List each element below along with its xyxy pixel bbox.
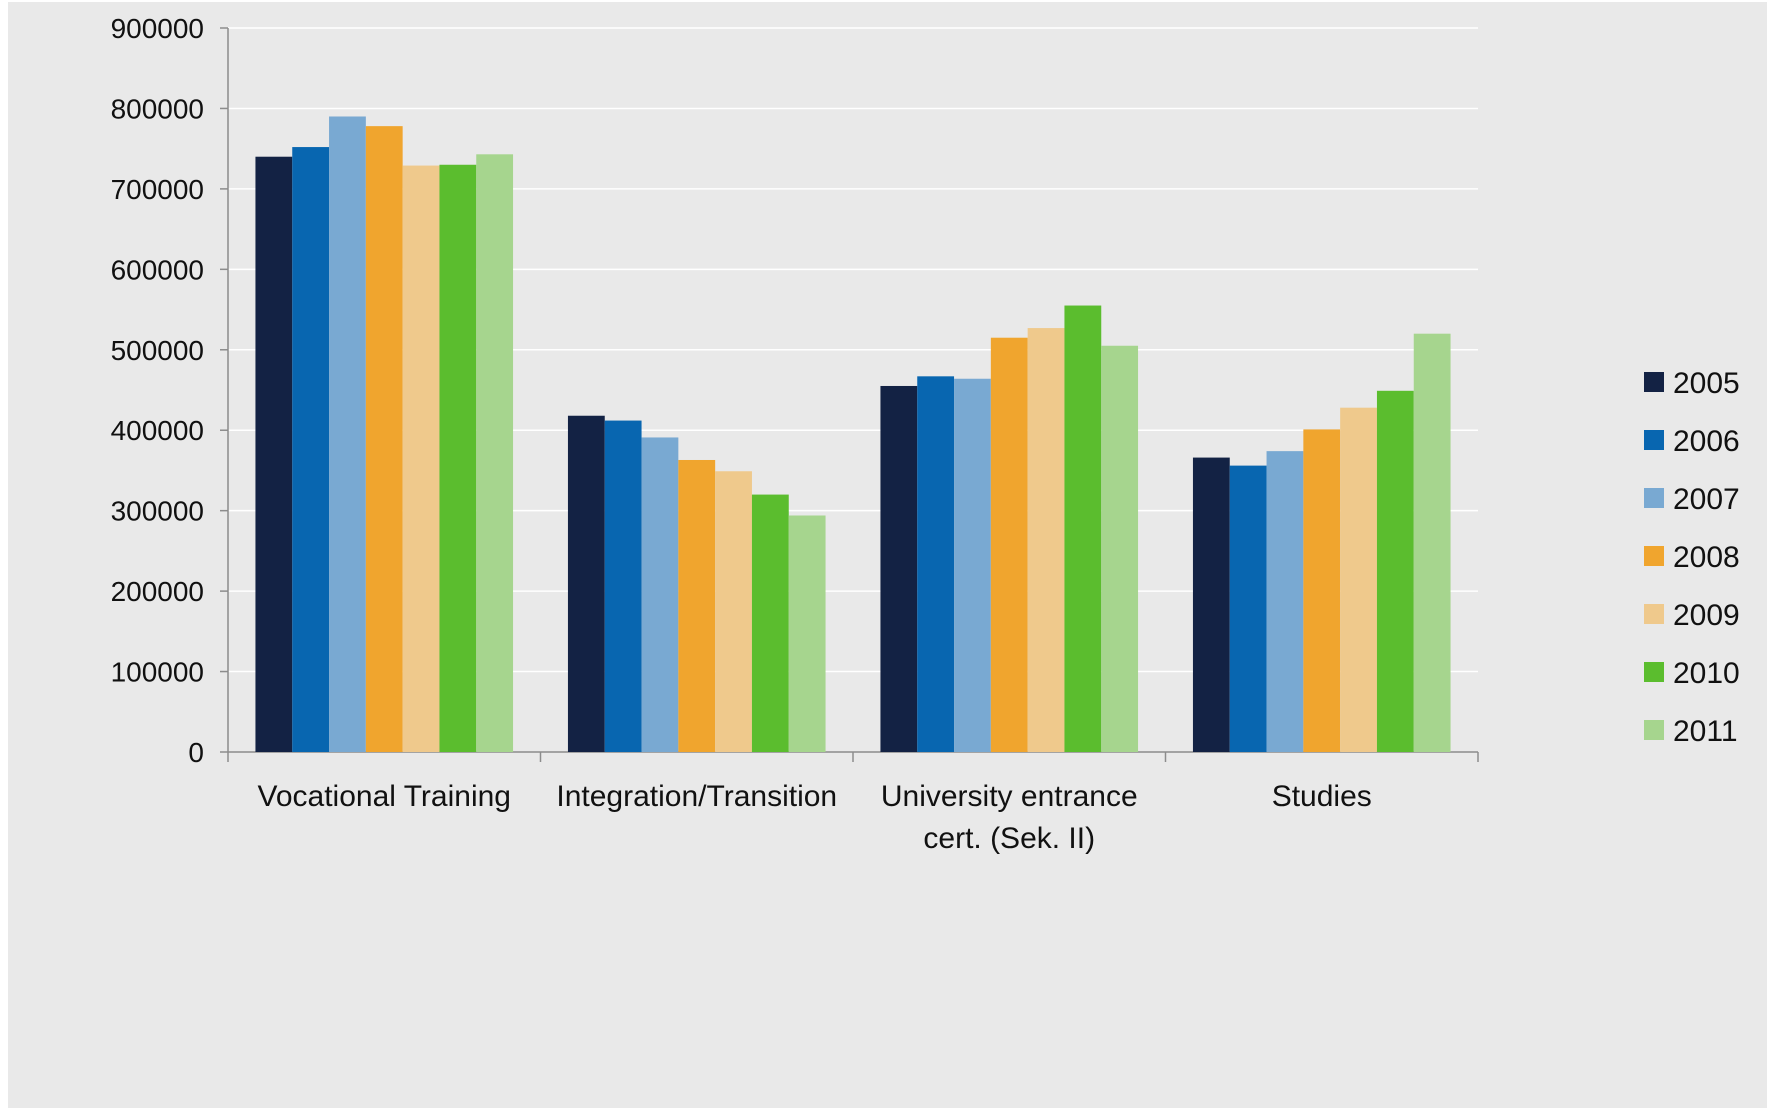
bar: [1413, 333, 1451, 752]
legend: 2005 2006 2007 2008 2009 2010 2011: [1644, 367, 1740, 748]
bar: [1376, 390, 1414, 752]
bar: [1101, 345, 1139, 752]
bar: [788, 515, 826, 752]
bar: [329, 116, 366, 752]
legend-swatch: [1644, 662, 1664, 682]
bar: [567, 415, 605, 752]
legend-label: 2009: [1673, 599, 1740, 632]
legend-label: 2005: [1673, 367, 1740, 400]
y-tick-label: 100000: [111, 657, 204, 688]
x-category-label: Vocational Training: [257, 780, 511, 813]
y-tick-label: 400000: [111, 415, 204, 446]
bar: [365, 126, 403, 753]
bar: [1303, 429, 1341, 752]
bar: [641, 437, 679, 752]
bar: [880, 385, 918, 752]
legend-label: 2006: [1673, 425, 1740, 458]
y-tick-label: 300000: [111, 496, 204, 527]
y-tick-label: 800000: [111, 93, 204, 124]
bar: [292, 147, 330, 752]
y-tick-label: 200000: [111, 576, 204, 607]
bar: [476, 154, 514, 752]
bar: [439, 164, 477, 752]
legend-swatch: [1644, 488, 1664, 508]
legend-swatch: [1644, 372, 1664, 392]
x-axis-category-labels: Vocational Training Integration/Transitio…: [257, 780, 1371, 855]
bar: [1064, 305, 1102, 752]
y-tick-label: 0: [188, 737, 204, 768]
bar: [604, 420, 642, 752]
x-category-label: Studies: [1272, 780, 1372, 813]
y-tick-label: 600000: [111, 254, 204, 285]
y-tick-label: 700000: [111, 174, 204, 205]
bar: [255, 156, 293, 752]
x-category-label: University entrance: [881, 780, 1138, 813]
legend-swatch: [1644, 430, 1664, 450]
bars: [255, 116, 1451, 753]
x-category-label: cert. (Sek. II): [923, 822, 1095, 855]
bar: [751, 494, 789, 752]
bar: [917, 376, 955, 752]
bar: [1229, 465, 1267, 752]
bar: [1027, 328, 1065, 752]
bar: [1340, 407, 1377, 752]
x-category-label: Integration/Transition: [556, 780, 837, 813]
y-axis-tick-labels: 0 100000 200000 300000 400000 500000 600000 700…: [111, 13, 204, 768]
legend-swatch: [1644, 604, 1664, 624]
legend-swatch: [1644, 720, 1664, 740]
bar: [715, 471, 752, 752]
legend-label: 2008: [1673, 541, 1740, 574]
legend-label: 2010: [1673, 657, 1740, 690]
bar: [402, 165, 440, 752]
bar: [990, 337, 1028, 752]
bar: [678, 459, 716, 752]
y-tick-label: 900000: [111, 13, 204, 44]
legend-label: 2007: [1673, 483, 1740, 516]
y-tick-label: 500000: [111, 335, 204, 366]
bar-chart: 0 100000 200000 300000 400000 500000 600000 700…: [111, 13, 1740, 855]
bar: [1266, 451, 1304, 752]
legend-label: 2011: [1673, 715, 1738, 748]
chart-panel: 0 100000 200000 300000 400000 500000 600000 700…: [8, 2, 1767, 1108]
legend-swatch: [1644, 546, 1664, 566]
bar: [1192, 457, 1230, 752]
bar: [954, 378, 991, 752]
